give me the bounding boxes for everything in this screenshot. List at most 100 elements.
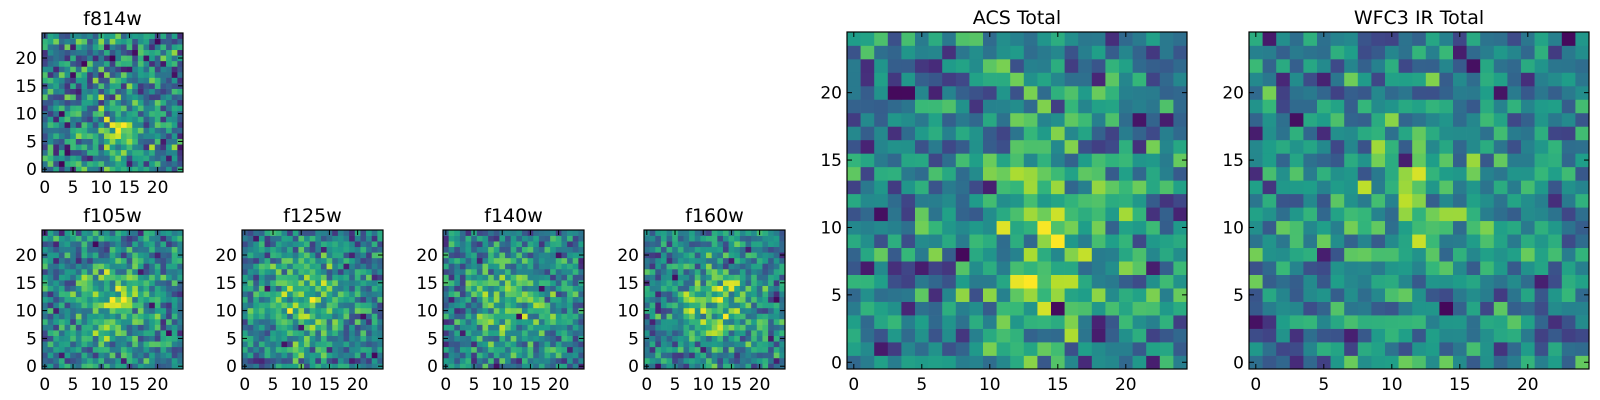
- heatmap-cell: [955, 99, 970, 114]
- heatmap-cell: [1289, 126, 1304, 141]
- heatmap-cell: [143, 330, 150, 336]
- heatmap-cell: [1023, 72, 1038, 87]
- heatmap-cell: [81, 280, 88, 286]
- heatmap-cell: [1064, 58, 1079, 73]
- heatmap-cell: [745, 263, 752, 270]
- heatmap-cell: [304, 307, 311, 314]
- heatmap-cell: [298, 268, 305, 275]
- heatmap-cell: [149, 352, 156, 359]
- heatmap-cell: [996, 153, 1011, 168]
- heatmap-cell: [298, 335, 305, 342]
- heatmap-cell: [98, 160, 105, 167]
- heatmap-cell: [644, 235, 650, 242]
- heatmap-cell: [264, 291, 271, 298]
- heatmap-cell: [1385, 193, 1399, 208]
- heatmap-cell: [706, 318, 713, 325]
- heatmap-cell: [1330, 99, 1345, 114]
- heatmap-cell: [773, 291, 780, 298]
- heatmap-cell: [264, 324, 271, 331]
- heatmap-cell: [75, 99, 82, 106]
- heatmap-cell: [942, 220, 957, 235]
- heatmap-cell: [253, 302, 260, 309]
- heatmap-cell: [499, 302, 506, 309]
- heatmap-cell: [143, 60, 150, 67]
- heatmap-cell: [1371, 180, 1386, 195]
- heatmap-cell: [70, 252, 77, 259]
- heatmap-cell: [87, 257, 94, 264]
- heatmap-cell: [53, 318, 60, 325]
- heatmap-cell: [177, 291, 184, 298]
- heatmap-cell: [1357, 355, 1372, 370]
- heatmap-cell: [1371, 166, 1386, 181]
- heatmap-cell: [371, 313, 378, 320]
- heatmap-cell: [942, 45, 957, 60]
- heatmap-cell: [1276, 315, 1291, 329]
- heatmap-cell: [64, 88, 71, 95]
- heatmap-cell: [298, 274, 305, 281]
- heatmap-cell: [1561, 247, 1576, 262]
- heatmap-cell: [1091, 72, 1106, 87]
- heatmap-cell: [81, 144, 88, 151]
- heatmap-cell: [482, 296, 489, 303]
- heatmap-cell: [58, 155, 65, 162]
- heatmap-cell: [521, 302, 528, 309]
- heatmap-cell: [874, 207, 889, 222]
- heatmap-cell: [756, 263, 763, 270]
- heatmap-cell: [1521, 288, 1535, 302]
- y-tick-label: 15: [617, 274, 639, 294]
- heatmap-cell: [516, 296, 523, 303]
- plot-frame: [241, 229, 384, 370]
- heatmap-cell: [126, 263, 133, 270]
- heatmap-cell: [75, 127, 82, 134]
- heatmap-cell: [132, 291, 139, 298]
- heatmap-cell: [343, 324, 350, 331]
- heatmap-cell: [567, 252, 574, 259]
- heatmap-cell: [722, 324, 729, 331]
- heatmap-cell: [47, 230, 54, 236]
- heatmap-cell: [1317, 342, 1331, 356]
- heatmap-cell: [171, 94, 178, 101]
- heatmap-cell: [315, 285, 322, 292]
- heatmap-cell: [92, 346, 99, 353]
- heatmap-cell: [1091, 288, 1106, 302]
- heatmap-cell: [349, 324, 356, 331]
- heatmap-cell: [1091, 207, 1106, 222]
- heatmap-cell: [448, 318, 455, 325]
- heatmap-cell: [53, 38, 60, 45]
- heatmap-cell: [87, 149, 94, 156]
- heatmap-cell: [717, 252, 724, 259]
- heatmap-cell: [354, 296, 361, 303]
- heatmap-cell: [1023, 328, 1038, 343]
- heatmap-cell: [154, 88, 161, 95]
- heatmap-cell: [745, 257, 752, 264]
- heatmap-cell: [92, 83, 99, 89]
- heatmap-cell: [1357, 32, 1372, 46]
- heatmap-cell: [1357, 234, 1372, 249]
- heatmap-cell: [1480, 45, 1495, 60]
- heatmap-cell: [928, 342, 943, 356]
- heatmap-cell: [768, 324, 775, 331]
- heatmap-cell: [320, 230, 327, 236]
- heatmap-cell: [120, 268, 127, 275]
- heatmap-cell: [1453, 99, 1467, 114]
- heatmap-cell: [1453, 139, 1467, 154]
- heatmap-cell: [677, 280, 684, 286]
- heatmap-cell: [443, 263, 449, 270]
- heatmap-cell: [482, 274, 489, 281]
- heatmap-cell: [1317, 328, 1331, 343]
- heatmap-cell: [120, 77, 127, 84]
- heatmap-cell: [149, 44, 156, 51]
- heatmap-cell: [1289, 180, 1304, 195]
- heatmap-cell: [1051, 126, 1065, 141]
- heatmap-cell: [1385, 112, 1399, 127]
- heatmap-cell: [459, 307, 466, 314]
- heatmap-cell: [320, 330, 327, 336]
- heatmap-cell: [326, 291, 333, 298]
- heatmap-cell: [1037, 32, 1052, 46]
- heatmap-cell: [1412, 193, 1427, 208]
- x-tick-label: 5: [469, 375, 480, 395]
- heatmap-cell: [1398, 153, 1413, 168]
- heatmap-cell: [694, 274, 701, 281]
- heatmap-cell: [58, 66, 65, 73]
